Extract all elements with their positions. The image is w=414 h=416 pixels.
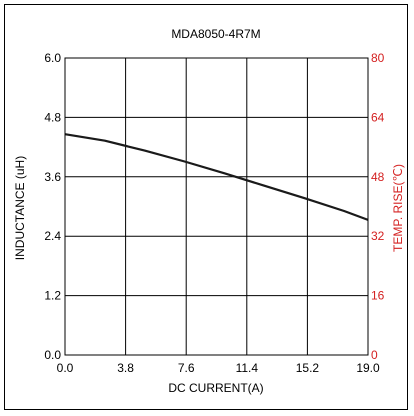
y2-tick-label: 48: [371, 170, 385, 184]
plot-border: [64, 57, 369, 356]
x-tick-labels: 0.0 3.8 7.6 11.4 15.2 19.0: [57, 361, 380, 375]
x-tick-label: 15.2: [296, 361, 320, 375]
y2-tick-label: 32: [371, 229, 385, 243]
y2-tick-label: 64: [371, 110, 385, 124]
y-tick-label: 2.4: [44, 229, 61, 243]
y-tick-label: 4.8: [44, 110, 61, 124]
chart-title: MDA8050-4R7M: [171, 27, 260, 41]
chart-frame: [4, 4, 408, 410]
y2-tick-label: 16: [371, 289, 385, 303]
y2-axis-label: TEMP. RISE(℃): [391, 164, 405, 252]
x-tick-label: 11.4: [236, 361, 259, 375]
y-tick-label: 1.2: [44, 289, 61, 303]
y2-tick-labels: 0 16 32 48 64 80: [371, 51, 385, 362]
y2-tick-label: 80: [371, 51, 385, 65]
y-tick-label: 0.0: [44, 348, 61, 362]
y-tick-label: 3.6: [44, 170, 61, 184]
y-tick-labels: 0.0 1.2 2.4 3.6 4.8 6.0: [44, 51, 61, 362]
inductance-series-line: [64, 133, 369, 221]
x-tick-label: 0.0: [57, 361, 74, 375]
x-tick-label: 7.6: [178, 361, 195, 375]
y2-tick-label: 0: [371, 348, 378, 362]
x-axis-label: DC CURRENT(A): [168, 381, 263, 395]
y-axis-label: INDUCTANCE (uH): [13, 156, 27, 260]
grid-lines: [65, 58, 368, 355]
x-tick-label: 19.0: [356, 361, 380, 375]
series-group: [64, 133, 369, 221]
x-tick-label: 3.8: [117, 361, 134, 375]
y-tick-label: 6.0: [44, 51, 61, 65]
